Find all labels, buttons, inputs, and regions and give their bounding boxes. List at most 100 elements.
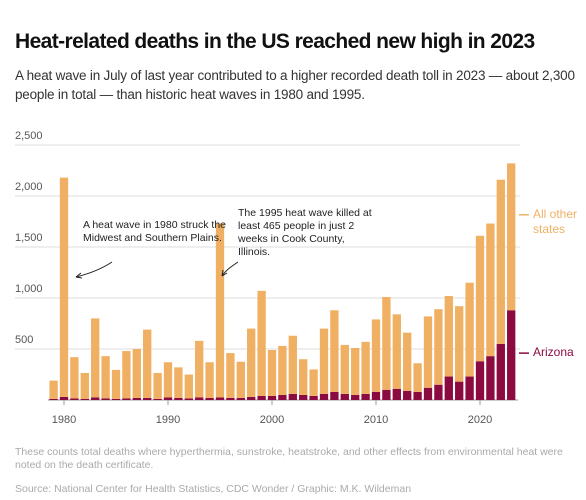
bar-segment xyxy=(122,351,131,399)
bar-segment xyxy=(278,394,287,400)
bar-segment xyxy=(507,310,516,400)
annotation: A heat wave in 1980 struck the Midwest a… xyxy=(83,219,227,244)
bar-segment xyxy=(70,357,79,399)
annotation-arrow xyxy=(221,261,239,277)
bar-segment xyxy=(247,396,256,400)
legend-label: All other states xyxy=(533,206,578,236)
bar-segment xyxy=(413,391,422,400)
bar-segment xyxy=(382,389,391,400)
bar-segment xyxy=(434,384,443,400)
bar-segment xyxy=(132,349,141,398)
bar-segment xyxy=(184,398,193,400)
bar-segment xyxy=(143,397,152,400)
bar-segment xyxy=(486,356,495,400)
bar-segment xyxy=(465,376,474,400)
bar-segment xyxy=(507,163,516,311)
bar-segment xyxy=(205,397,214,400)
bar-segment xyxy=(330,310,339,392)
bar-segment xyxy=(153,398,162,400)
bar-segment xyxy=(195,340,204,398)
bar-segment xyxy=(101,356,110,399)
bar-segment xyxy=(299,359,308,395)
bar-segment xyxy=(392,388,401,400)
note: These counts total deaths where hyperthe… xyxy=(15,446,563,471)
bar-segment xyxy=(351,394,360,400)
bar-segment xyxy=(465,282,474,377)
bar-segment xyxy=(340,344,349,394)
bar-segment xyxy=(59,396,69,400)
bar-segment xyxy=(309,369,318,396)
x-tick-label: 1990 xyxy=(156,414,180,426)
bar-segment xyxy=(163,397,173,400)
bar-segment xyxy=(496,179,505,344)
bar-segment xyxy=(444,376,453,400)
bar-segment xyxy=(257,290,266,396)
y-tick-label: 500 xyxy=(15,334,33,346)
arrowhead xyxy=(221,269,228,277)
bar-segment xyxy=(215,397,225,400)
bar-segment xyxy=(486,223,495,357)
bar-segment xyxy=(236,361,245,398)
bar-segment xyxy=(153,372,162,399)
x-tick-label: 1980 xyxy=(52,414,76,426)
bar-segment xyxy=(49,398,58,400)
bar-segment xyxy=(163,362,173,398)
y-tick-label: 1,000 xyxy=(15,283,43,295)
bar-segment xyxy=(195,397,204,400)
bar-segment xyxy=(403,390,412,400)
bar-segment xyxy=(423,316,433,388)
bar-segment xyxy=(288,393,297,400)
bar-segment xyxy=(111,398,121,400)
source: Source: National Center for Health Stati… xyxy=(15,483,412,495)
bar-segment xyxy=(111,369,121,399)
bar-segment xyxy=(392,314,401,389)
bar-segment xyxy=(91,318,100,398)
bar-segment xyxy=(226,397,235,400)
bar-segment xyxy=(413,363,422,392)
annotation: The 1995 heat wave killed at least 465 p… xyxy=(238,207,372,258)
bar-segment xyxy=(59,177,69,397)
bar-segment xyxy=(70,398,79,400)
bar-segment xyxy=(215,223,225,398)
bar-segment xyxy=(475,235,485,362)
bar-segment xyxy=(330,391,339,400)
bar-segment xyxy=(247,328,256,397)
y-tick-label: 2,000 xyxy=(15,181,43,193)
bar-segment xyxy=(455,381,464,400)
bar-segment xyxy=(434,309,443,385)
bar-segment xyxy=(455,306,464,382)
bar-segment xyxy=(174,367,183,398)
bar-segment xyxy=(49,380,58,399)
bar-segment xyxy=(340,393,349,400)
bar-segment xyxy=(361,341,370,394)
chart-subtitle: A heat wave in July of last year contrib… xyxy=(15,68,575,102)
bar-segment xyxy=(403,332,412,391)
bar-segment xyxy=(351,347,360,395)
legend-label: Arizona xyxy=(533,345,574,360)
bar-segment xyxy=(475,361,485,400)
x-tick-label: 2020 xyxy=(468,414,492,426)
bar-segment xyxy=(267,350,277,396)
bar-segment xyxy=(371,391,381,400)
bar-segment xyxy=(319,393,329,400)
bar-segment xyxy=(267,395,277,400)
bar-segment xyxy=(288,335,297,394)
arrowhead xyxy=(75,272,83,279)
bar-segment xyxy=(80,372,89,399)
bar-segment xyxy=(299,394,308,400)
bar-segment xyxy=(371,319,381,392)
bar-segment xyxy=(278,345,287,395)
bar-segment xyxy=(80,398,89,400)
x-tick-label: 2000 xyxy=(260,414,284,426)
bar-segment xyxy=(132,397,141,400)
bar-segment xyxy=(91,397,100,400)
bar-segment xyxy=(226,353,235,398)
y-tick-label: 1,500 xyxy=(15,232,43,244)
bar-segment xyxy=(122,398,131,400)
bar-segment xyxy=(205,362,214,398)
bar-segment xyxy=(444,295,453,377)
bar-segment xyxy=(143,329,152,398)
y-tick-label: 2,500 xyxy=(15,130,43,142)
